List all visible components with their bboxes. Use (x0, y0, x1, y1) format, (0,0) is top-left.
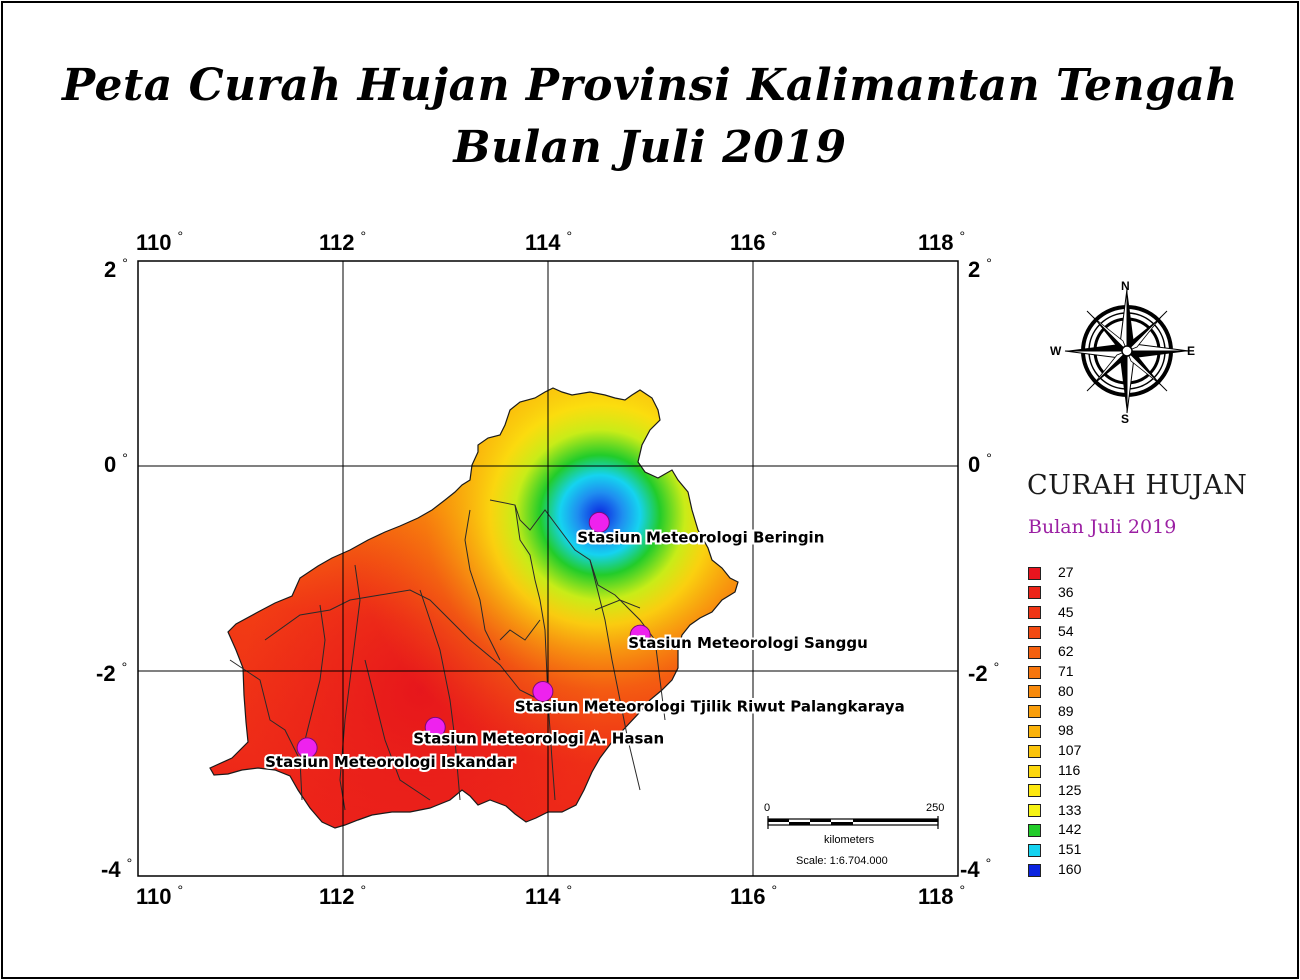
map-title: Peta Curah Hujan Provinsi Kalimantan Ten… (62, 60, 1238, 111)
left-lat-label: 0 ° (104, 450, 128, 477)
legend-value: 107 (1058, 742, 1082, 759)
legend-swatch (1028, 764, 1041, 778)
legend-item (1028, 684, 1041, 700)
legend-value: 133 (1058, 801, 1082, 818)
legend-item (1028, 783, 1041, 799)
left-lat-label: 2 ° (104, 255, 128, 282)
legend-swatch (1028, 744, 1041, 758)
right-lat-label: -4 ° (960, 855, 992, 882)
legend-title: CURAH HUJAN (1027, 470, 1248, 501)
legend-value: 62 (1058, 643, 1074, 660)
legend-item (1028, 803, 1041, 819)
station-label: Stasiun Meteorologi Beringin (577, 528, 824, 546)
right-lat-label: -2 ° (968, 659, 1000, 686)
scale-ratio-label: Scale: 1:6.704.000 (796, 855, 888, 867)
district-boundaries (229, 499, 666, 811)
compass-rose (1064, 288, 1190, 414)
stations-layer: Stasiun Meteorologi Beringin Stasiun Mete… (263, 511, 907, 773)
left-lat-label: -2 ° (96, 659, 128, 686)
legend-swatch (1028, 685, 1041, 699)
station-marker (629, 624, 651, 646)
station-label: Stasiun Meteorologi Tjilik Riwut Palangk… (515, 698, 905, 716)
graticule (138, 261, 958, 876)
compass-south-label: S (1121, 412, 1130, 426)
legend-value: 142 (1058, 821, 1082, 838)
station-marker (296, 737, 318, 759)
legend-swatch (1028, 823, 1041, 837)
left-lat-label: -4 ° (101, 855, 133, 882)
legend-value: 151 (1058, 841, 1082, 858)
legend-item (1028, 605, 1041, 621)
station-marker (588, 511, 610, 533)
station-marker (532, 681, 554, 702)
legend-value: 36 (1058, 583, 1074, 600)
legend-item (1028, 723, 1041, 739)
top-lon-label: 114 ° (525, 228, 573, 255)
top-lon-label: 116 ° (730, 228, 778, 255)
legend-item (1028, 704, 1041, 720)
legend-swatch (1028, 863, 1041, 877)
legend-value: 45 (1058, 603, 1074, 620)
right-lat-label: 2 ° (968, 255, 992, 282)
legend-item (1028, 644, 1041, 660)
legend-value: 80 (1058, 682, 1074, 699)
bottom-lon-label: 116 ° (730, 882, 778, 909)
top-lon-label: 118 ° (918, 228, 966, 255)
legend-item (1028, 822, 1041, 838)
bottom-lon-label: 110 ° (136, 882, 184, 909)
station-marker (424, 716, 446, 738)
legend-swatch (1028, 586, 1041, 600)
top-lon-label: 112 ° (319, 228, 367, 255)
legend-swatch (1028, 645, 1041, 659)
legend-value: 98 (1058, 722, 1074, 739)
legend-value: 27 (1058, 564, 1074, 580)
bottom-lon-label: 112 ° (319, 882, 367, 909)
top-lon-label: 110 ° (136, 228, 184, 255)
compass-east-label: E (1187, 344, 1196, 358)
scale-end-label: 250 (926, 802, 945, 814)
legend-swatch (1028, 625, 1041, 639)
legend-swatch (1028, 724, 1041, 738)
legend-item (1028, 743, 1041, 759)
legend-swatch (1028, 566, 1041, 580)
scale-start-label: 0 (764, 802, 771, 814)
legend-value: 116 (1058, 762, 1081, 778)
legend-swatch (1028, 784, 1041, 798)
legend-value: 54 (1058, 623, 1074, 640)
compass-north-label: N (1121, 279, 1130, 293)
legend-item (1028, 565, 1041, 581)
legend-value: 125 (1058, 781, 1082, 798)
legend-swatch (1028, 804, 1041, 818)
compass-west-label: W (1050, 344, 1062, 358)
legend-swatch (1028, 705, 1041, 719)
legend-subtitle: Bulan Juli 2019 (1028, 516, 1177, 538)
legend-item (1028, 664, 1041, 680)
legend-item (1028, 842, 1041, 858)
station-label: Stasiun Meteorologi Iskandar (265, 753, 515, 771)
scale-unit-label: kilometers (824, 834, 875, 846)
map-subtitle: Bulan Juli 2019 (453, 122, 847, 173)
legend-item (1028, 763, 1041, 779)
legend-swatch (1028, 665, 1041, 679)
legend-item (1028, 624, 1041, 640)
legend-swatch (1028, 843, 1041, 857)
bottom-lon-label: 114 ° (525, 882, 573, 909)
station-label: Stasiun Meteorologi Sanggu (628, 634, 868, 652)
legend-swatch (1028, 606, 1041, 620)
station-label: Stasiun Meteorologi A. Hasan (413, 729, 664, 747)
legend-value: 160 (1058, 861, 1082, 877)
legend-value: 71 (1058, 663, 1074, 679)
scale-bar (767, 816, 939, 829)
right-lat-label: 0 ° (968, 450, 992, 477)
legend-value: 89 (1058, 702, 1074, 719)
legend-item (1028, 585, 1041, 601)
bottom-lon-label: 118 ° (918, 882, 966, 909)
province-outline (209, 387, 739, 829)
legend-item (1028, 862, 1041, 878)
